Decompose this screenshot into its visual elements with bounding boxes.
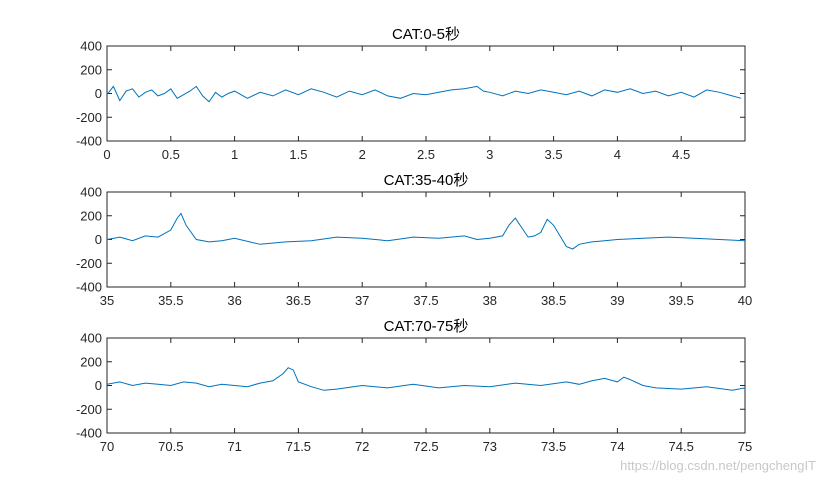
y-tick-label: -400: [76, 426, 102, 441]
x-tick-label: 74: [610, 439, 624, 454]
subplot-title: CAT:70-75秒: [384, 318, 469, 335]
watermark-text: https://blog.csdn.net/pengchengIT: [620, 458, 816, 473]
x-tick-label: 70.5: [158, 439, 183, 454]
subplot-title: CAT:35-40秒: [384, 172, 469, 189]
x-tick-label: 39.5: [669, 293, 694, 308]
x-tick-label: 75: [738, 439, 752, 454]
x-tick-label: 0: [103, 147, 110, 162]
y-tick-label: 400: [80, 331, 102, 346]
y-tick-label: 200: [80, 354, 102, 369]
x-tick-label: 72.5: [413, 439, 438, 454]
y-tick-label: 400: [80, 39, 102, 54]
y-tick-label: -400: [76, 134, 102, 149]
y-tick-label: 0: [95, 232, 102, 247]
x-tick-label: 73: [483, 439, 497, 454]
y-tick-label: 0: [95, 86, 102, 101]
y-tick-label: 200: [80, 208, 102, 223]
x-tick-label: 1: [231, 147, 238, 162]
y-tick-label: -400: [76, 280, 102, 295]
x-tick-label: 2.5: [417, 147, 435, 162]
series-line: [107, 86, 741, 101]
x-tick-label: 35.5: [158, 293, 183, 308]
x-tick-label: 40: [738, 293, 752, 308]
x-tick-label: 71: [227, 439, 241, 454]
x-tick-label: 39: [610, 293, 624, 308]
x-tick-label: 72: [355, 439, 369, 454]
y-tick-label: -200: [76, 402, 102, 417]
x-tick-label: 2: [359, 147, 366, 162]
series-line: [107, 213, 745, 249]
x-tick-label: 70: [100, 439, 114, 454]
subplot-title: CAT:0-5秒: [392, 26, 460, 43]
x-tick-label: 37.5: [413, 293, 438, 308]
x-tick-label: 38: [483, 293, 497, 308]
x-tick-label: 4.5: [672, 147, 690, 162]
x-tick-label: 36.5: [286, 293, 311, 308]
x-tick-label: 3: [486, 147, 493, 162]
x-tick-label: 37: [355, 293, 369, 308]
x-tick-label: 4: [614, 147, 621, 162]
y-tick-label: 200: [80, 62, 102, 77]
x-tick-label: 73.5: [541, 439, 566, 454]
y-tick-label: 0: [95, 378, 102, 393]
y-tick-label: -200: [76, 256, 102, 271]
x-tick-label: 71.5: [286, 439, 311, 454]
x-tick-label: 35: [100, 293, 114, 308]
y-tick-label: 400: [80, 185, 102, 200]
x-tick-label: 36: [227, 293, 241, 308]
axes-box: [107, 46, 745, 141]
x-tick-label: 0.5: [162, 147, 180, 162]
axes-box: [107, 192, 745, 287]
axes-box: [107, 338, 745, 433]
x-tick-label: 3.5: [545, 147, 563, 162]
x-tick-label: 74.5: [669, 439, 694, 454]
x-tick-label: 38.5: [541, 293, 566, 308]
y-tick-label: -200: [76, 110, 102, 125]
series-line: [107, 368, 745, 391]
x-tick-label: 1.5: [289, 147, 307, 162]
